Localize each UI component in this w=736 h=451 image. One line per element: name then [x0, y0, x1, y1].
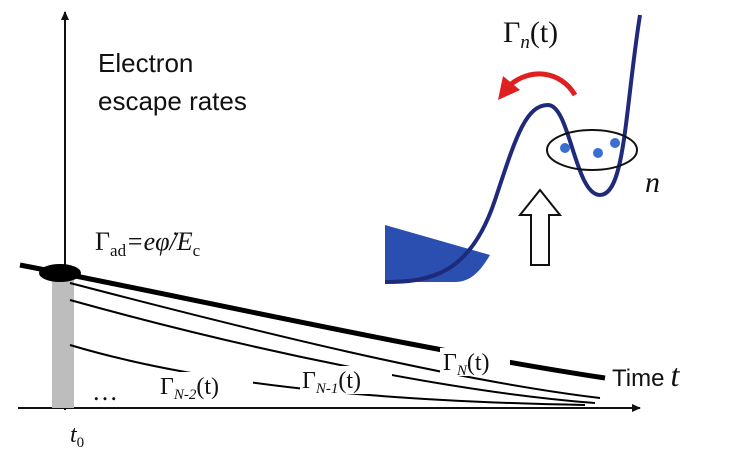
level-label: n — [645, 166, 660, 199]
text-part: c — [193, 241, 201, 260]
text-part: Γ — [302, 368, 316, 394]
adiabatic-rate: Γad=eφ̇/Ec — [95, 227, 201, 260]
electron — [610, 138, 620, 148]
text-part: (t) — [338, 368, 361, 394]
text-part: N-2 — [173, 387, 197, 403]
drive-arrow — [520, 190, 560, 265]
text-part: N-1 — [315, 381, 339, 397]
title-line1: Electron — [98, 48, 193, 78]
electron — [560, 143, 570, 153]
text-part: Γ — [443, 350, 457, 376]
text-part: (t) — [196, 374, 219, 400]
curve-n — [20, 265, 605, 378]
t0-band — [52, 274, 74, 408]
text-part: Γ — [503, 16, 520, 49]
text-part: ad — [110, 241, 127, 260]
t0-label: t0 — [70, 422, 84, 451]
text-part: (t) — [467, 350, 490, 376]
title-line2: escape rates — [98, 86, 247, 116]
text-part: n — [520, 32, 530, 53]
diagram: Electron escape rates Γad=eφ̇/Ec ΓN(t) Γ… — [0, 0, 736, 451]
ellipsis: … — [92, 377, 118, 406]
text-part: 0 — [77, 435, 85, 451]
text-part: Γ — [160, 374, 174, 400]
text-part: Time — [612, 365, 664, 392]
curve-label-n: ΓN(t) — [443, 350, 490, 379]
electron — [593, 148, 603, 158]
start-ellipse — [39, 264, 81, 282]
text-part: t — [670, 357, 680, 393]
escape-arrow — [510, 74, 575, 95]
text-part: (t) — [530, 16, 558, 49]
text-part: =eφ̇/E — [126, 227, 193, 256]
text-part: Γ — [95, 227, 110, 256]
inset-rate: Γn(t) — [503, 16, 558, 53]
